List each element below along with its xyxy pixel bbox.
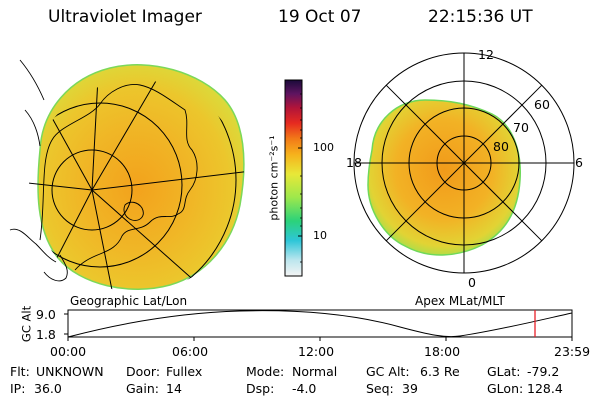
colorbar-tick-100: 100 xyxy=(313,141,334,154)
mlt-label-18: 18 xyxy=(346,155,362,170)
status-door-value: Fullex xyxy=(166,364,203,379)
status-ip-label: IP: xyxy=(10,381,26,396)
colorbar-unit-label: photon cm⁻²s⁻¹ xyxy=(267,135,281,221)
time-tick-2359: 23:59 xyxy=(554,344,591,359)
mlat-label-80: 80 xyxy=(493,139,509,154)
instrument-title: Ultraviolet Imager xyxy=(48,7,202,27)
altitude-plot xyxy=(64,309,573,341)
status-gcalt-value: 6.3 Re xyxy=(420,364,460,379)
mlt-label-0: 0 xyxy=(468,275,476,290)
mlat-label-70: 70 xyxy=(513,120,529,135)
right-aurora-region xyxy=(367,99,521,256)
mlt-label-6: 6 xyxy=(575,155,583,170)
status-mode-label: Mode: xyxy=(246,364,285,379)
mlat-label-60: 60 xyxy=(534,97,550,112)
left-panel-label: Geographic Lat/Lon xyxy=(70,294,188,308)
colorbar-tick-10: 10 xyxy=(313,229,327,242)
status-gain-label: Gain: xyxy=(126,381,159,396)
status-door-label: Door: xyxy=(126,364,161,379)
status-glat-value: -79.2 xyxy=(527,364,560,379)
altitude-tick-9: 9.0 xyxy=(36,307,56,322)
colorbar-gradient xyxy=(284,79,303,277)
status-flt-value: UNKNOWN xyxy=(36,364,104,379)
mlt-label-12: 12 xyxy=(478,47,494,62)
left-grid xyxy=(29,80,245,292)
status-seq-label: Seq: xyxy=(366,381,394,396)
status-glat-label: GLat: xyxy=(487,364,521,379)
status-glon-label: GLon: xyxy=(487,381,524,396)
time-tick-00: 00:00 xyxy=(50,344,87,359)
altitude-ylabel: GC Alt xyxy=(19,305,34,343)
polar-image xyxy=(353,52,575,274)
status-glon-value: 128.4 xyxy=(527,381,563,396)
status-gcalt-label: GC Alt: xyxy=(366,364,410,379)
polar-grid xyxy=(353,52,575,274)
status-mode-value: Normal xyxy=(292,364,338,379)
altitude-plot-frame xyxy=(67,309,573,338)
altitude-curve xyxy=(67,310,573,338)
status-dsp-label: Dsp: xyxy=(246,381,275,396)
time-tick-18: 18:00 xyxy=(424,344,461,359)
geographic-image xyxy=(9,59,245,292)
status-gain-value: 14 xyxy=(166,381,182,396)
colorbar xyxy=(284,79,303,277)
status-ip-value: 36.0 xyxy=(34,381,62,396)
left-aurora-region xyxy=(37,64,245,290)
altitude-tick-1-8: 1.8 xyxy=(36,327,56,342)
observation-time: 22:15:36 UT xyxy=(428,7,533,27)
time-tick-12: 12:00 xyxy=(298,344,335,359)
continent-outline xyxy=(9,59,198,282)
status-seq-value: 39 xyxy=(402,381,418,396)
observation-date: 19 Oct 07 xyxy=(278,7,362,27)
status-flt-label: Flt: xyxy=(10,364,30,379)
right-panel-label: Apex MLat/MLT xyxy=(415,294,505,308)
time-tick-06: 06:00 xyxy=(172,344,209,359)
status-dsp-value: -4.0 xyxy=(292,381,317,396)
